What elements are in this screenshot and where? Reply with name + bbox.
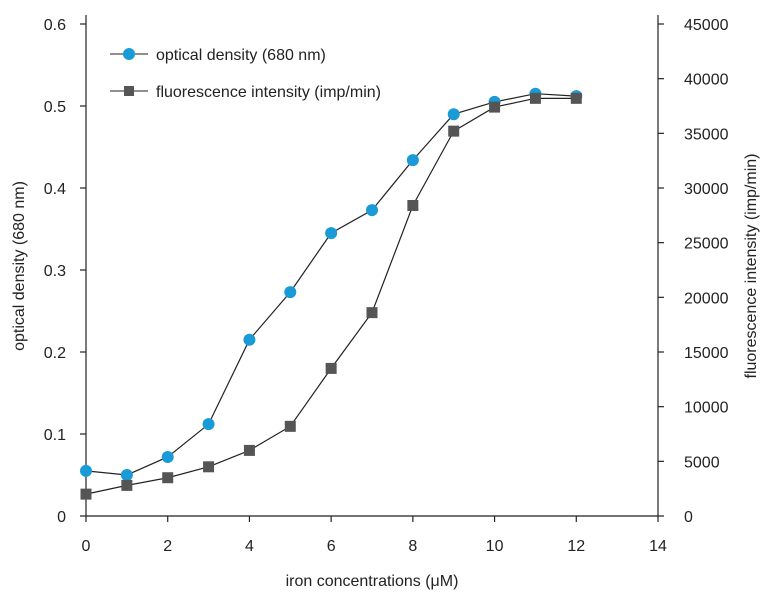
data-point-circle <box>120 469 133 481</box>
data-point-square <box>448 125 460 137</box>
left-y-axis: 0 0.1 0.2 0.3 0.4 0.5 0.6 <box>44 15 87 526</box>
data-point-circle <box>202 418 215 431</box>
series-fluorescence-intensity <box>80 92 582 500</box>
legend: optical density (680 nm) fluorescence in… <box>110 47 381 101</box>
legend-marker-circle <box>123 48 135 60</box>
right-y-tick-label: 25000 <box>684 236 729 253</box>
x-axis-title: iron concentrations (μM) <box>286 573 459 590</box>
x-tick-label: 0 <box>82 538 91 555</box>
x-tick-label: 8 <box>408 538 417 555</box>
right-y-tick-label: 15000 <box>684 345 729 362</box>
left-y-tick-label: 0 <box>57 509 66 526</box>
left-y-tick-label: 0.4 <box>44 181 66 198</box>
right-y-tick-label: 20000 <box>684 290 729 307</box>
data-point-square <box>570 92 582 104</box>
data-point-circle <box>325 227 338 240</box>
x-tick-label: 6 <box>327 538 336 555</box>
right-y-tick-label: 0 <box>684 509 693 526</box>
x-tick-label: 14 <box>649 538 667 555</box>
right-y-tick-label: 5000 <box>684 454 720 471</box>
left-y-tick-label: 0.6 <box>44 17 66 34</box>
left-y-tick-label: 0.2 <box>44 345 66 362</box>
legend-item-fluorescence: fluorescence intensity (imp/min) <box>110 84 381 101</box>
data-point-circle <box>406 154 419 167</box>
data-point-square <box>243 444 255 456</box>
data-point-square <box>203 461 215 473</box>
left-y-tick-label: 0.1 <box>44 427 66 444</box>
right-y-tick-label: 10000 <box>684 400 729 417</box>
legend-label-fluorescence: fluorescence intensity (imp/min) <box>156 84 381 101</box>
left-y-tick-label: 0.5 <box>44 99 66 116</box>
data-point-circle <box>243 333 256 346</box>
x-tick-label: 12 <box>567 538 585 555</box>
data-point-square <box>489 101 501 113</box>
data-point-square <box>407 199 419 211</box>
right-y-axis-title: fluorescence intensity (imp/min) <box>743 154 760 379</box>
data-point-circle <box>161 450 174 463</box>
x-tick-label: 4 <box>245 538 254 555</box>
legend-item-optical-density: optical density (680 nm) <box>110 47 326 64</box>
right-y-tick-label: 40000 <box>684 72 729 89</box>
data-point-square <box>325 362 337 374</box>
left-y-axis-title: optical density (680 nm) <box>11 181 28 351</box>
data-point-circle <box>284 286 297 299</box>
data-point-circle <box>366 204 378 217</box>
series-line <box>85 93 577 476</box>
series-optical-density <box>80 87 583 481</box>
x-axis: 0 2 4 6 8 10 12 14 <box>82 515 667 555</box>
data-point-square <box>529 92 541 104</box>
series-line <box>85 97 577 495</box>
left-y-tick-label: 0.3 <box>44 263 66 280</box>
data-point-square <box>284 420 296 432</box>
legend-label-optical-density: optical density (680 nm) <box>156 47 326 64</box>
right-y-tick-label: 30000 <box>684 181 729 198</box>
x-tick-label: 2 <box>163 538 172 555</box>
right-y-axis: 0 5000 10000 15000 20000 25000 30000 35000 40000… <box>657 15 729 526</box>
right-y-tick-label: 35000 <box>684 126 729 143</box>
x-tick-label: 10 <box>486 538 504 555</box>
legend-marker-square <box>124 86 134 96</box>
right-y-tick-label: 45000 <box>684 17 729 34</box>
data-point-square <box>366 307 378 319</box>
data-point-square <box>80 488 92 500</box>
series-layer <box>80 87 583 500</box>
data-point-circle <box>80 464 92 477</box>
data-point-square <box>121 479 133 491</box>
data-point-square <box>162 472 174 484</box>
data-point-circle <box>447 108 460 121</box>
